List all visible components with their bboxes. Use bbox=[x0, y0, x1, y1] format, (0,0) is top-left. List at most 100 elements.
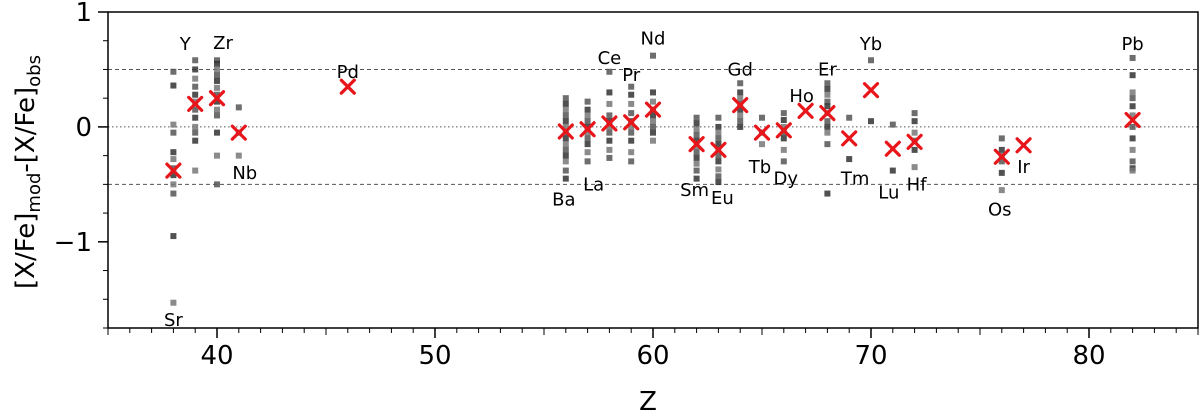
model-point-z40-11 bbox=[214, 152, 220, 159]
model-point-z68-6 bbox=[824, 118, 831, 125]
model-point-z66-4 bbox=[780, 135, 787, 142]
element-label-nb: Nb bbox=[232, 163, 257, 184]
model-point-z68-7 bbox=[824, 123, 831, 130]
model-point-z68-4 bbox=[824, 103, 831, 110]
element-label-ba: Ba bbox=[552, 189, 575, 210]
model-point-z59-8 bbox=[628, 149, 635, 156]
model-point-z76-1 bbox=[998, 146, 1005, 153]
model-point-z39-6 bbox=[192, 106, 199, 113]
mean-marker-stroke bbox=[688, 136, 705, 153]
model-point-z58-2 bbox=[606, 100, 613, 107]
model-point-z40-1 bbox=[214, 60, 220, 67]
model-point-z58-0 bbox=[606, 68, 613, 75]
model-point-z56-2 bbox=[562, 106, 569, 113]
x-axis-title: Z bbox=[639, 387, 657, 417]
model-point-z64-2 bbox=[737, 95, 744, 102]
model-point-z71-0 bbox=[889, 121, 896, 128]
model-point-z69-0 bbox=[846, 114, 853, 121]
element-label-pb: Pb bbox=[1121, 34, 1143, 55]
model-point-z56-7 bbox=[562, 135, 569, 142]
model-point-z59-3 bbox=[628, 110, 635, 117]
mean-marker-stroke bbox=[710, 141, 727, 158]
mean-marker-pr bbox=[623, 114, 640, 131]
model-point-z82-8 bbox=[1129, 146, 1136, 153]
model-point-z76-3 bbox=[998, 158, 1005, 165]
model-point-z82-11 bbox=[1129, 167, 1136, 174]
model-point-z82-2 bbox=[1129, 89, 1136, 96]
mean-marker-sm bbox=[688, 136, 705, 153]
model-point-z38-1 bbox=[170, 82, 177, 89]
mean-marker-pd bbox=[339, 78, 356, 95]
model-point-z76-0 bbox=[998, 135, 1005, 142]
model-point-z58-3 bbox=[606, 112, 613, 119]
mean-marker-tb bbox=[753, 124, 771, 141]
model-point-z60-0 bbox=[650, 52, 656, 59]
model-point-z59-5 bbox=[628, 123, 635, 130]
mean-marker-stroke bbox=[884, 140, 901, 157]
model-point-z39-10 bbox=[192, 137, 199, 144]
model-point-z57-9 bbox=[584, 158, 591, 165]
model-point-z68-2 bbox=[824, 91, 831, 98]
model-point-z63-6 bbox=[715, 152, 722, 159]
element-label-lu: Lu bbox=[878, 182, 899, 203]
model-point-z40-6 bbox=[214, 91, 220, 98]
model-point-z68-1 bbox=[824, 85, 831, 92]
y-tick-label-0: −1 bbox=[54, 228, 92, 258]
model-point-z66-2 bbox=[780, 123, 787, 130]
model-point-z40-0 bbox=[214, 57, 220, 64]
model-point-z40-9 bbox=[214, 112, 220, 119]
model-point-z60-2 bbox=[650, 98, 656, 105]
mean-marker-stroke bbox=[819, 105, 836, 122]
model-point-z59-6 bbox=[628, 129, 635, 136]
model-point-z63-1 bbox=[715, 123, 722, 130]
mean-marker-ce bbox=[601, 115, 618, 132]
model-point-z72-1 bbox=[911, 118, 918, 125]
model-point-z56-4 bbox=[562, 118, 569, 125]
model-point-z38-7 bbox=[170, 172, 177, 179]
model-point-z56-8 bbox=[562, 141, 569, 148]
mean-marker-ba bbox=[557, 123, 574, 140]
model-point-z64-5 bbox=[737, 112, 744, 119]
mean-marker-tm bbox=[841, 130, 858, 147]
model-point-z63-9 bbox=[715, 173, 722, 180]
element-label-gd: Gd bbox=[728, 59, 753, 80]
mean-marker-stroke bbox=[644, 101, 662, 118]
model-point-z59-7 bbox=[628, 137, 635, 144]
model-point-z60-1 bbox=[650, 89, 656, 96]
model-point-z60-7 bbox=[650, 129, 656, 136]
model-point-z64-6 bbox=[737, 118, 744, 125]
mean-marker-dy bbox=[775, 122, 792, 139]
model-point-z58-9 bbox=[606, 154, 613, 161]
model-point-z66-0 bbox=[780, 110, 787, 117]
model-point-z56-9 bbox=[562, 146, 569, 153]
x-tick-label-60: 60 bbox=[636, 341, 669, 371]
model-point-z39-4 bbox=[192, 91, 199, 98]
model-point-z66-5 bbox=[780, 146, 787, 153]
model-point-z38-9 bbox=[170, 190, 177, 197]
y-axis-title-part-2: -[X/Fe] bbox=[11, 87, 41, 173]
mean-marker-stroke bbox=[797, 102, 814, 119]
model-point-z63-3 bbox=[715, 135, 722, 142]
model-point-z38-4 bbox=[170, 149, 177, 156]
model-point-z57-4 bbox=[584, 123, 591, 130]
model-point-z41-2 bbox=[235, 152, 242, 159]
y-axis-title: [X/Fe]mod-[X/Fe]obs bbox=[11, 55, 45, 289]
element-label-sr: Sr bbox=[164, 310, 183, 331]
model-point-z64-7 bbox=[737, 123, 744, 130]
model-point-z57-5 bbox=[584, 129, 591, 136]
model-point-z60-4 bbox=[650, 112, 656, 119]
model-point-z40-2 bbox=[214, 66, 220, 73]
model-point-z62-4 bbox=[693, 137, 700, 144]
mean-marker-zr bbox=[208, 90, 226, 107]
element-label-nd: Nd bbox=[641, 28, 666, 49]
model-point-z62-2 bbox=[693, 126, 700, 133]
model-point-z40-3 bbox=[214, 72, 220, 79]
model-point-z82-4 bbox=[1129, 103, 1136, 110]
model-point-z62-6 bbox=[693, 149, 700, 156]
mean-marker-nd bbox=[644, 101, 662, 118]
model-point-z60-5 bbox=[650, 118, 656, 125]
model-point-z62-0 bbox=[693, 114, 700, 121]
element-label-yb: Yb bbox=[859, 34, 882, 55]
model-point-z39-11 bbox=[192, 167, 199, 174]
